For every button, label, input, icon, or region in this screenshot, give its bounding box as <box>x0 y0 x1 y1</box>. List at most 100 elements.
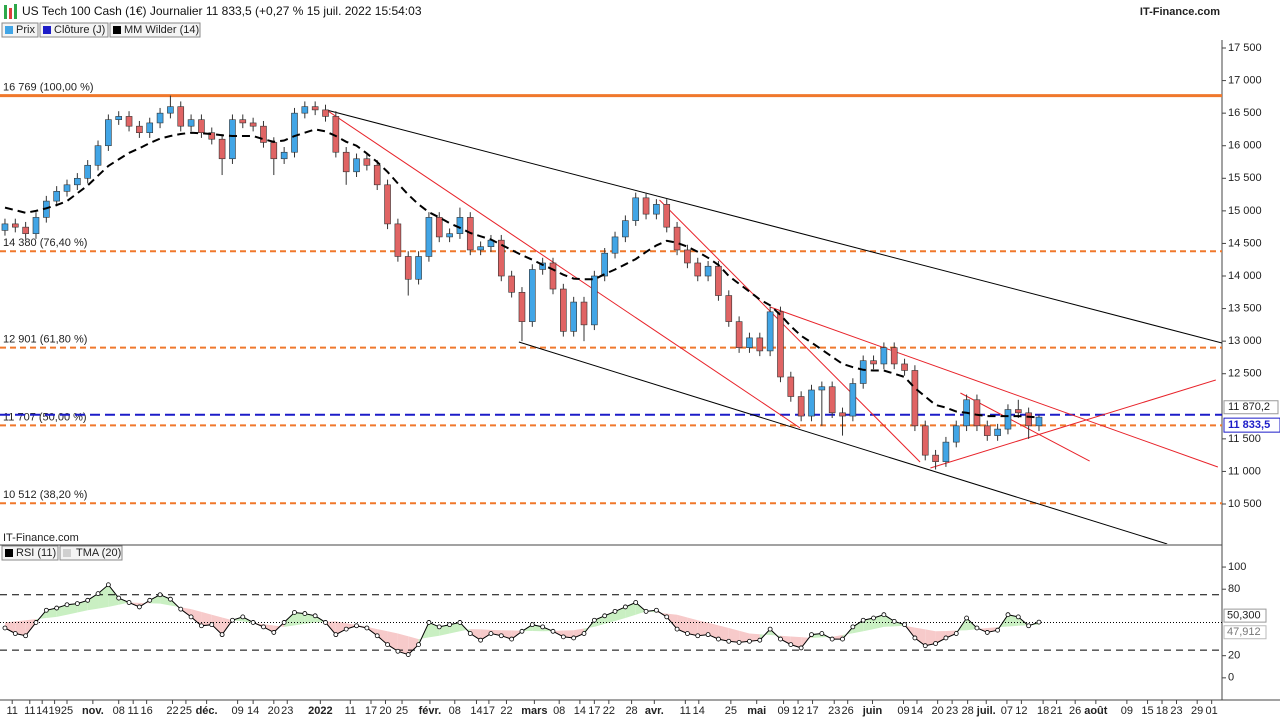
candle-body <box>735 321 743 348</box>
candle-body <box>342 151 350 173</box>
rsi-point <box>519 628 525 634</box>
rsi-fill <box>15 620 26 636</box>
x-tick-label: 23 <box>1170 705 1182 717</box>
x-tick-label: 14 <box>693 705 705 717</box>
level-label: 10 512 (38,20 %) <box>3 489 87 501</box>
x-tick-label: 20 <box>268 705 280 717</box>
candle-body <box>146 122 154 133</box>
rsi-point <box>674 626 680 632</box>
legend-swatch <box>5 549 13 557</box>
candle-body <box>260 125 267 143</box>
rsi-fill <box>749 633 760 642</box>
rsi-fill <box>108 584 119 607</box>
candle-body <box>653 204 660 215</box>
candle-body <box>239 119 247 124</box>
rsi-point <box>953 631 959 636</box>
rsi-point <box>2 625 8 631</box>
candle-body <box>518 291 526 322</box>
rsi-value: 50,300 <box>1227 610 1261 622</box>
rsi-fill <box>925 629 936 646</box>
rsi-point <box>312 613 318 619</box>
x-tick-label: juin <box>862 705 883 717</box>
legend-box <box>109 22 201 38</box>
x-tick-label: 09 <box>777 705 789 717</box>
legend-swatch <box>113 26 121 34</box>
rsi-point <box>560 634 566 640</box>
rsi-point <box>1036 619 1042 625</box>
candle-body <box>694 262 702 277</box>
chart-title: US Tech 100 Cash (1€) Journalier 11 833,… <box>22 4 422 18</box>
rsi-point <box>281 620 287 625</box>
rsi-point <box>943 635 949 641</box>
candle-body <box>673 226 681 251</box>
candle-body <box>983 425 991 436</box>
rsi-point <box>591 617 597 623</box>
rsi-fill <box>284 612 295 627</box>
rsi-fill <box>852 620 864 634</box>
value-box <box>1223 417 1280 433</box>
rsi-point <box>416 642 421 648</box>
candle-body <box>611 236 619 254</box>
trendline <box>960 392 1090 462</box>
candle-body <box>84 164 91 179</box>
price-panel: 16 769 (100,00 %) 14 380 (76,40 %) 12 901 … <box>0 82 1222 544</box>
rsi-point <box>685 631 690 636</box>
x-tick-label: 14 <box>574 705 586 717</box>
candle-body <box>249 122 257 127</box>
candle-body <box>270 142 278 160</box>
candle-body <box>394 223 402 257</box>
candle-body <box>921 425 929 456</box>
rsi-point <box>922 643 928 649</box>
candle-body <box>125 116 133 127</box>
rsi-fill <box>594 615 605 627</box>
rsi-fill <box>573 628 585 638</box>
rsi-point <box>43 607 49 613</box>
rsi-fill <box>656 610 667 617</box>
rsi-point <box>250 620 256 625</box>
y-tick-label: 13 000 <box>1228 335 1262 347</box>
candle-body <box>549 262 557 290</box>
rsi-point <box>261 624 266 630</box>
rsi-point <box>933 641 938 646</box>
candle-body <box>942 441 950 462</box>
rsi-fill <box>449 622 460 634</box>
x-tick-label: 17 <box>806 705 818 717</box>
candle-body <box>808 389 815 417</box>
rsi-point <box>984 630 990 635</box>
candle-body <box>973 399 981 427</box>
x-tick-label: 29 <box>1191 705 1203 717</box>
candle-body <box>32 217 40 234</box>
x-tick-label: 01 <box>1206 705 1218 717</box>
y-tick-label: 20 <box>1228 650 1240 662</box>
rsi-point <box>116 595 122 601</box>
x-tick-label: 17 <box>365 705 377 717</box>
x-tick-label: 20 <box>379 705 391 717</box>
rsi-point <box>488 631 494 636</box>
rsi-fill <box>697 620 709 636</box>
y-tick-label: 11 000 <box>1228 465 1261 477</box>
rsi-point <box>323 620 328 625</box>
y-tick-label: 0 <box>1228 672 1234 684</box>
candle-body <box>198 119 205 133</box>
rsi-fill <box>635 602 647 615</box>
rsi-point <box>95 591 101 597</box>
legend-label: Clôture (J) <box>54 24 105 36</box>
x-tick-label: 22 <box>166 705 178 717</box>
x-tick-label: 11 <box>345 705 356 717</box>
rsi-point <box>12 631 18 636</box>
x-tick-label: nov. <box>82 705 104 717</box>
x-tick-label: 08 <box>113 705 125 717</box>
rsi-point <box>240 614 246 620</box>
rsi-fill <box>832 634 843 640</box>
rsi-point <box>230 617 235 623</box>
y-tick-label: 12 500 <box>1228 368 1262 380</box>
rsi-point <box>54 605 60 611</box>
candle-body <box>105 119 112 147</box>
candle-body <box>415 256 422 280</box>
candle-body <box>229 119 236 160</box>
y-tick-label: 10 500 <box>1228 498 1262 510</box>
rsi-point <box>653 607 659 613</box>
rsi-fill <box>304 613 316 624</box>
candle-body <box>911 370 919 427</box>
rsi-fill <box>397 633 409 655</box>
